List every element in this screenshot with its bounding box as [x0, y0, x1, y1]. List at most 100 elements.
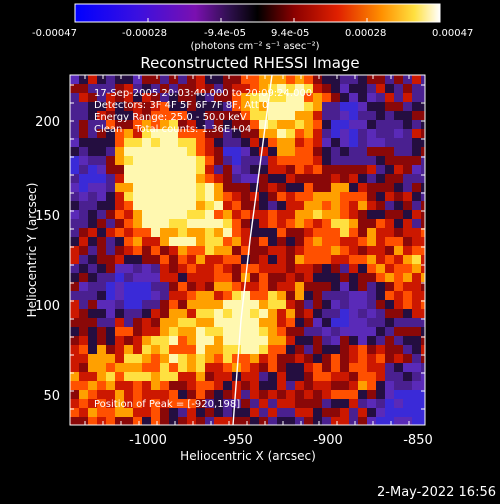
image-pixel	[70, 300, 80, 310]
image-pixel	[232, 156, 242, 166]
image-pixel	[178, 93, 188, 103]
image-pixel	[304, 183, 314, 193]
image-pixel	[223, 192, 233, 202]
image-pixel	[340, 192, 350, 202]
image-pixel	[394, 93, 404, 103]
image-pixel	[322, 336, 332, 346]
image-pixel	[367, 309, 377, 319]
image-pixel	[277, 291, 287, 301]
image-pixel	[304, 309, 314, 319]
y-tick-label: 100	[35, 299, 60, 314]
image-pixel	[394, 327, 404, 337]
image-pixel	[151, 300, 161, 310]
image-pixel	[205, 255, 215, 265]
image-pixel	[412, 318, 422, 328]
image-pixel	[403, 345, 413, 355]
y-tick-label: 200	[35, 115, 60, 130]
image-pixel	[268, 381, 278, 391]
image-pixel	[205, 318, 215, 328]
image-pixel	[97, 390, 107, 400]
image-pixel	[394, 138, 404, 148]
image-pixel	[169, 93, 179, 103]
image-pixel	[214, 183, 224, 193]
image-pixel	[250, 282, 260, 292]
image-pixel	[160, 381, 170, 391]
image-pixel	[385, 381, 395, 391]
image-pixel	[403, 75, 413, 85]
image-pixel	[349, 345, 359, 355]
image-pixel	[106, 354, 116, 364]
image-pixel	[250, 246, 260, 256]
image-pixel	[160, 318, 170, 328]
image-pixel	[196, 75, 206, 85]
image-pixel	[223, 228, 233, 238]
image-pixel	[331, 300, 341, 310]
image-pixel	[232, 291, 242, 301]
image-pixel	[313, 138, 323, 148]
image-pixel	[286, 264, 296, 274]
image-pixel	[70, 309, 80, 319]
image-pixel	[160, 84, 170, 94]
image-pixel	[340, 282, 350, 292]
image-pixel	[259, 120, 269, 130]
image-pixel	[403, 129, 413, 139]
image-pixel	[178, 192, 188, 202]
image-pixel	[97, 327, 107, 337]
image-pixel	[70, 417, 80, 425]
image-pixel	[223, 138, 233, 148]
image-pixel	[403, 156, 413, 166]
image-pixel	[340, 300, 350, 310]
image-pixel	[358, 147, 368, 157]
image-pixel	[286, 327, 296, 337]
image-pixel	[358, 255, 368, 265]
image-pixel	[286, 354, 296, 364]
image-pixel	[142, 282, 152, 292]
image-pixel	[169, 381, 179, 391]
image-pixel	[268, 210, 278, 220]
image-pixel	[403, 84, 413, 94]
image-pixel	[295, 192, 305, 202]
image-pixel	[286, 417, 296, 425]
image-pixel	[151, 120, 161, 130]
image-pixel	[97, 102, 107, 112]
image-pixel	[70, 111, 80, 121]
image-pixel	[142, 408, 152, 418]
image-pixel	[403, 102, 413, 112]
image-pixel	[421, 192, 425, 202]
image-pixel	[97, 399, 107, 409]
image-pixel	[322, 255, 332, 265]
image-pixel	[205, 129, 215, 139]
image-pixel	[160, 291, 170, 301]
image-pixel	[97, 246, 107, 256]
image-pixel	[412, 372, 422, 382]
image-pixel	[331, 309, 341, 319]
image-pixel	[124, 390, 134, 400]
image-pixel	[223, 84, 233, 94]
image-pixel	[214, 327, 224, 337]
image-pixel	[97, 336, 107, 346]
image-pixel	[340, 129, 350, 139]
image-pixel	[106, 174, 116, 184]
image-pixel	[250, 309, 260, 319]
image-pixel	[205, 165, 215, 175]
image-pixel	[241, 228, 251, 238]
image-pixel	[214, 390, 224, 400]
image-pixel	[70, 210, 80, 220]
image-pixel	[268, 192, 278, 202]
image-pixel	[70, 246, 80, 256]
image-pixel	[79, 228, 89, 238]
image-pixel	[178, 408, 188, 418]
image-pixel	[70, 93, 80, 103]
image-pixel	[394, 372, 404, 382]
image-pixel	[196, 273, 206, 283]
image-pixel	[250, 264, 260, 274]
image-pixel	[304, 318, 314, 328]
image-pixel	[376, 264, 386, 274]
image-pixel	[79, 201, 89, 211]
image-pixel	[268, 93, 278, 103]
image-pixel	[250, 228, 260, 238]
image-pixel	[160, 345, 170, 355]
image-pixel	[286, 363, 296, 373]
image-pixel	[79, 120, 89, 130]
image-pixel	[169, 147, 179, 157]
